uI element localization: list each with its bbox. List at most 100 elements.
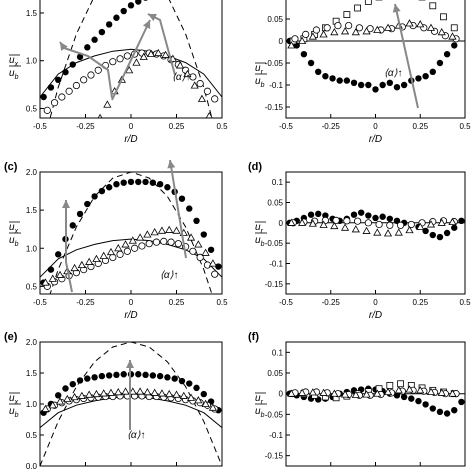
marker-filled-circle — [149, 179, 157, 186]
marker-open-triangle — [298, 36, 307, 44]
marker-open-triangle — [99, 251, 108, 259]
marker-filled-circle — [91, 374, 98, 381]
marker-open-circle — [167, 238, 175, 246]
marker-filled-circle — [443, 229, 451, 237]
marker-open-triangle — [298, 388, 307, 396]
plot-area — [286, 0, 465, 93]
marker-open-circle — [345, 21, 353, 30]
marker-open-triangle — [330, 389, 339, 397]
marker-filled-circle — [127, 2, 135, 9]
marker-filled-circle — [372, 214, 379, 222]
marker-filled-circle — [143, 0, 148, 1]
y-tick-label: 1.5 — [26, 206, 38, 215]
marker-open-triangle — [201, 248, 210, 256]
x-tick-label: 0.5 — [459, 298, 471, 307]
marker-open-triangle — [77, 260, 86, 269]
y-label-num-sub: r — [261, 228, 264, 235]
panel-d: 0.1 0.05 0 -0.05 -0.1 -0.15 -0.5 -0.25 0 0.25 0.5 r… — [248, 161, 471, 321]
marker-open-circle — [189, 247, 197, 255]
marker-filled-circle — [105, 21, 113, 28]
marker-open-circle — [87, 71, 95, 79]
y-tick-label: 0.5 — [26, 431, 38, 440]
marker-filled-circle — [386, 79, 394, 87]
trend-arrow — [394, 3, 419, 109]
marker-open-triangle — [46, 201, 53, 207]
y-tick-label: 0.0 — [26, 462, 38, 471]
marker-filled-circle — [343, 77, 351, 84]
marker-open-square — [386, 381, 394, 389]
y-tick-label: 1.0 — [26, 57, 38, 66]
y-axis-label-numerator: ur — [255, 393, 264, 406]
marker-open-triangle — [351, 225, 360, 233]
panel-label: (c) — [4, 161, 18, 173]
y-label-num-main: u — [255, 222, 261, 233]
marker-filled-circle — [193, 384, 200, 392]
marker-filled-circle — [322, 212, 329, 219]
marker-filled-circle — [215, 263, 222, 270]
trend-arrow-head — [142, 20, 151, 29]
y-label-den-sub: b — [261, 241, 265, 248]
marker-open-triangle — [161, 50, 170, 58]
y-tick-label: -0.15 — [265, 452, 284, 461]
marker-filled-circle — [336, 77, 343, 84]
marker-filled-circle — [76, 210, 84, 218]
marker-open-triangle — [150, 228, 159, 236]
marker-filled-circle — [365, 81, 372, 89]
marker-open-triangle — [146, 49, 156, 58]
trend-arrow-head — [392, 4, 401, 13]
marker-open-circle — [123, 52, 131, 60]
marker-filled-circle — [135, 371, 142, 378]
x-tick-label: -0.5 — [279, 122, 293, 131]
marker-open-triangle — [85, 257, 94, 265]
y-tick-label: 1.5 — [26, 369, 38, 378]
marker-filled-circle — [400, 81, 408, 89]
marker-open-triangle — [128, 236, 137, 244]
y-axis-label-denominator: ub — [255, 406, 265, 419]
y-tick-label: -0.15 — [265, 280, 284, 289]
trend-arrow — [169, 159, 187, 259]
marker-open-circle — [364, 219, 372, 227]
marker-open-triangle — [165, 225, 174, 233]
marker-filled-circle — [69, 61, 76, 68]
y-tick-label: 0 — [279, 37, 284, 46]
marker-filled-circle — [186, 205, 193, 212]
marker-open-circle — [109, 253, 117, 261]
y-axis-label-denominator: ub — [9, 68, 19, 81]
y-label-num-main: u — [9, 55, 15, 66]
y-label-den-main: u — [9, 235, 15, 246]
marker-open-triangle — [114, 244, 123, 252]
marker-open-circle — [386, 221, 394, 229]
marker-filled-circle — [186, 380, 193, 387]
alpha-annotation: ⟨α⟩↑ — [384, 68, 403, 79]
marker-open-triangle — [114, 388, 123, 396]
marker-open-circle — [160, 237, 168, 245]
marker-open-triangle — [208, 259, 217, 267]
marker-open-triangle — [92, 389, 101, 398]
marker-open-circle — [312, 26, 321, 34]
marker-open-triangle — [330, 27, 339, 36]
marker-open-triangle — [150, 388, 159, 396]
y-label-den-main: u — [9, 68, 15, 79]
marker-open-triangle — [351, 27, 360, 36]
marker-open-triangle — [416, 20, 425, 28]
marker-open-circle — [353, 217, 362, 225]
marker-filled-circle — [156, 181, 164, 188]
y-tick-label: -0.1 — [269, 81, 283, 90]
marker-filled-circle — [307, 211, 315, 218]
y-tick-label: -0.1 — [269, 431, 283, 440]
marker-filled-circle — [200, 390, 207, 398]
marker-filled-circle — [357, 81, 365, 89]
y-tick-label: 0.5 — [26, 104, 38, 113]
y-axis-label-numerator: ux — [9, 222, 19, 235]
marker-filled-circle — [408, 395, 415, 402]
x-tick-label: -0.25 — [322, 122, 341, 131]
marker-filled-circle — [105, 184, 113, 191]
marker-open-triangle — [405, 225, 414, 234]
x-tick-label: -0.25 — [322, 298, 341, 307]
marker-open-triangle — [77, 391, 86, 399]
marker-filled-circle — [47, 266, 55, 273]
marker-open-triangle — [55, 270, 65, 278]
marker-open-triangle — [139, 52, 148, 60]
y-label-num-main: u — [255, 63, 261, 74]
